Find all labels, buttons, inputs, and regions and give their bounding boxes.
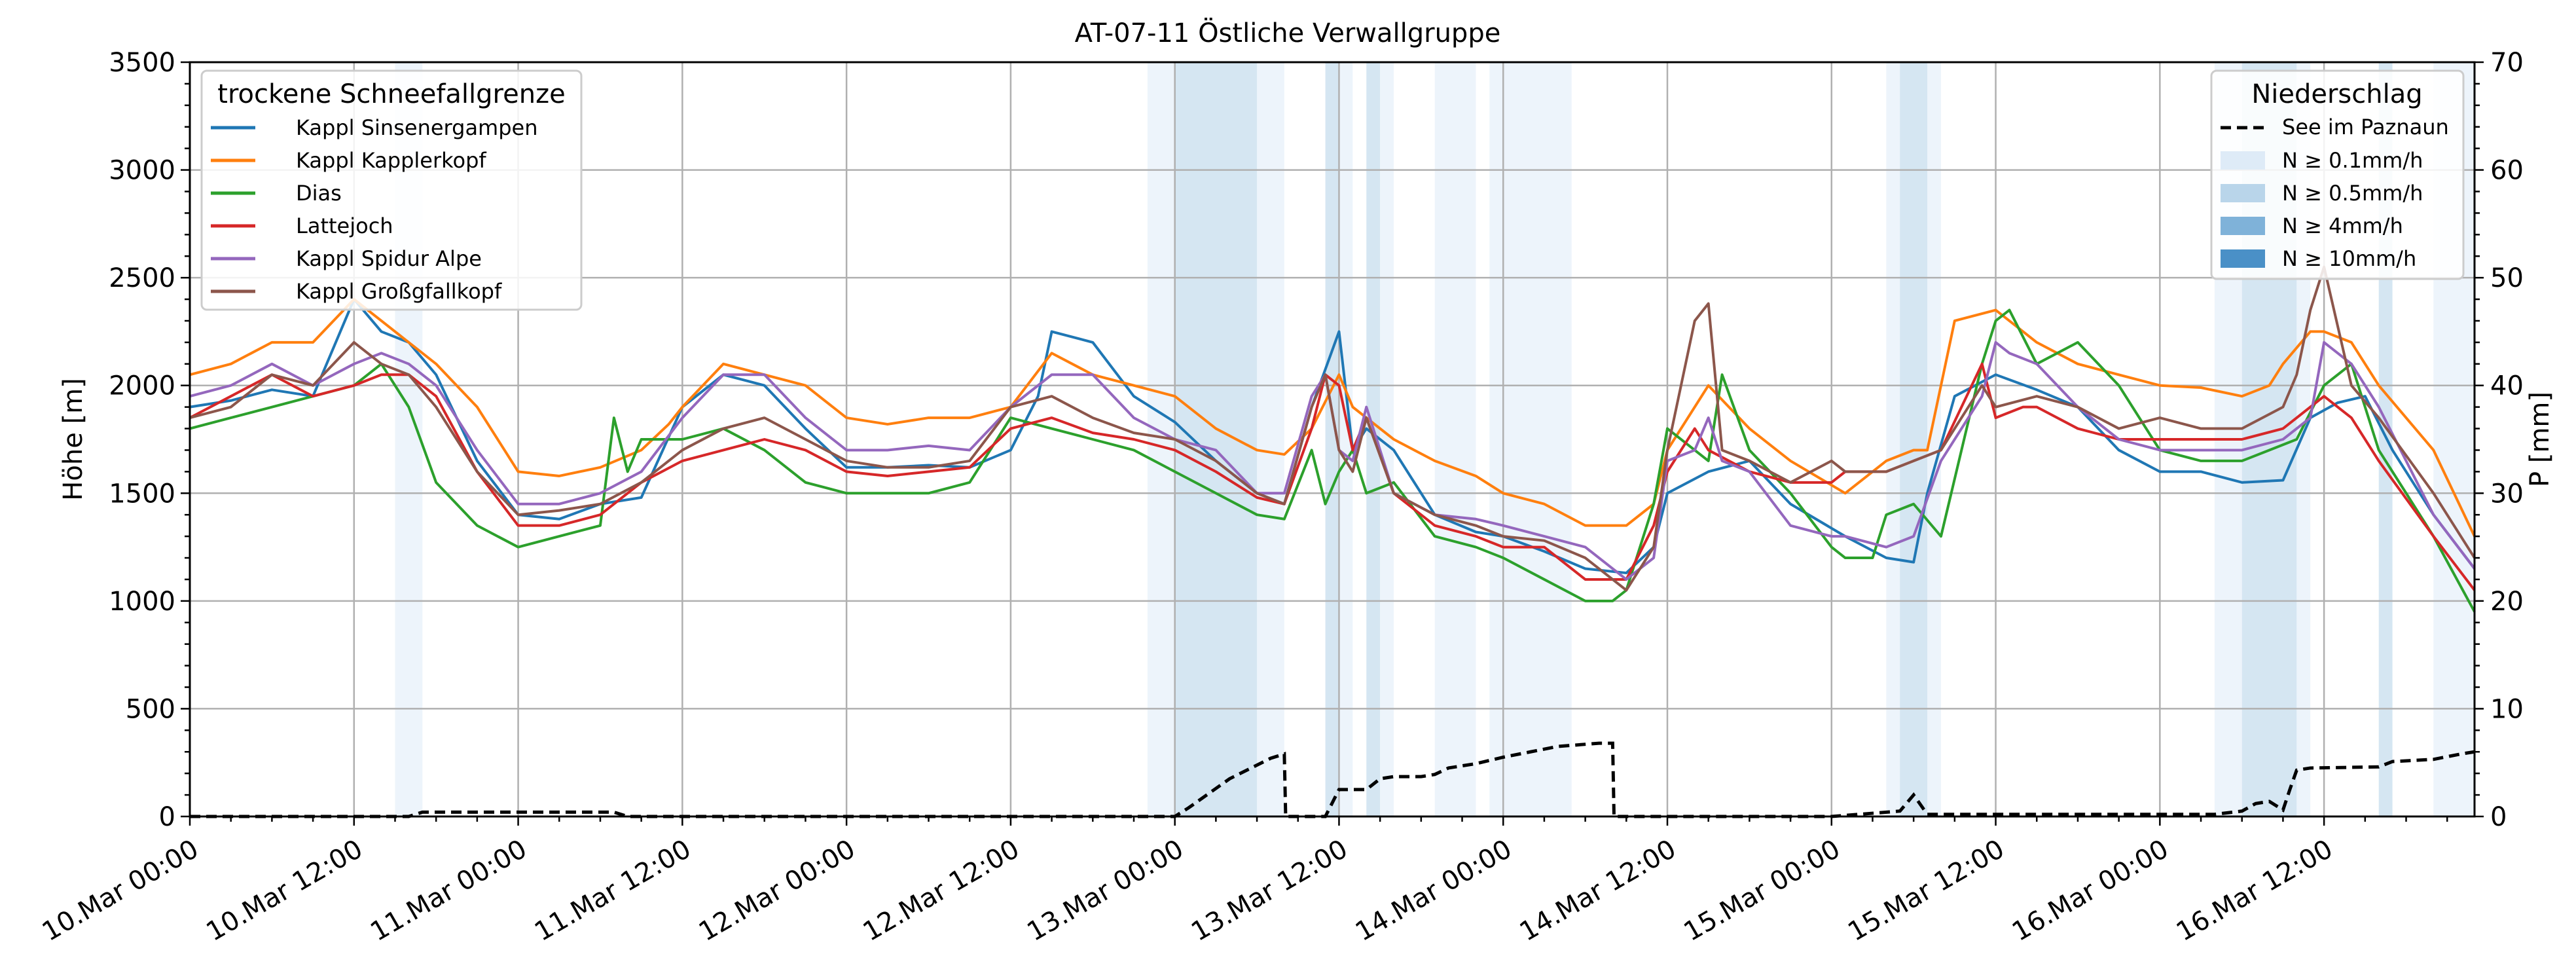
y-tick-label: 1500: [109, 479, 175, 509]
legend-left-label: Kappl Kapplerkopf: [296, 148, 486, 173]
legend-right-line-label: See im Paznaun: [2282, 115, 2449, 139]
y-tick-label: 0: [159, 802, 175, 832]
y2-tick-label: 0: [2490, 802, 2507, 832]
legend-left-label: Kappl Sinsenergampen: [296, 115, 538, 140]
y2-tick-label: 40: [2490, 371, 2524, 401]
legend-right-band-swatch: [2221, 151, 2265, 170]
legend-right-band-label: N ≥ 4mm/h: [2282, 213, 2403, 238]
precip-band: [1927, 62, 1941, 816]
y-axis-right: 0 10 20 30 40 50 60 70: [2475, 48, 2524, 832]
legend-right-title: Niederschlag: [2251, 79, 2422, 109]
series-line-kappl-gro-gfallkopf: [189, 265, 2476, 592]
series-line-dias: [189, 308, 2476, 613]
legend-right-band-items: N ≥ 0.1mm/h N ≥ 0.5mm/h N ≥ 4mm/h N ≥ 10mm/…: [2221, 148, 2423, 271]
precip-band: [1380, 62, 1394, 816]
y2-tick-label: 60: [2490, 156, 2524, 186]
legend-right-band-swatch: [2221, 184, 2265, 202]
precip-band: [1489, 62, 1572, 816]
y-tick-label: 3000: [109, 156, 175, 186]
legend-left-items: Kappl Sinsenergampen Kappl Kapplerkopf Dia…: [211, 115, 538, 304]
legend-right-band-label: N ≥ 0.5mm/h: [2282, 181, 2423, 206]
precip-band: [1434, 62, 1476, 816]
legend-left-label: Kappl Spidur Alpe: [296, 246, 482, 271]
series-layer: [189, 265, 2476, 613]
legend-left-label: Kappl Großgfallkopf: [296, 279, 502, 304]
y2-tick-label: 50: [2490, 263, 2524, 293]
precip-band: [1886, 62, 1900, 816]
y2-tick-label: 20: [2490, 587, 2524, 617]
plot-frame: [189, 61, 2476, 818]
y-tick-label: 2500: [109, 263, 175, 293]
y-tick-label: 500: [126, 694, 175, 724]
y-tick-label: 1000: [109, 587, 175, 617]
precip-band: [1174, 62, 1258, 816]
y2-tick-label: 30: [2490, 479, 2524, 509]
legend-left-label: Lattejoch: [296, 213, 393, 238]
precip-band: [1900, 62, 1928, 816]
legend-right: Niederschlag See im Paznaun N ≥ 0.1mm/hN…: [2210, 69, 2465, 280]
legend-right-band-swatch: [2221, 249, 2265, 268]
legend-right-band-label: N ≥ 0.1mm/h: [2282, 148, 2423, 173]
precip-line-see-im-paznaun: [190, 741, 2475, 818]
y-tick-label: 3500: [109, 48, 175, 78]
precip-band: [1257, 62, 1284, 816]
y2-axis-label: P [mm]: [2525, 392, 2555, 487]
y2-tick-label: 70: [2490, 48, 2524, 78]
precip-band: [1339, 62, 1353, 816]
legend-left-label: Dias: [296, 181, 342, 206]
precip-line-layer: [190, 741, 2475, 818]
legend-left-title: trockene Schneefallgrenze: [217, 79, 565, 109]
legend-right-band-label: N ≥ 10mm/h: [2282, 246, 2416, 271]
legend-right-band-swatch: [2221, 217, 2265, 235]
legend-left: trockene Schneefallgrenze Kappl Sinsener…: [200, 69, 583, 311]
legend-right-box: [2210, 69, 2465, 280]
chart-title: AT-07-11 Östliche Verwallgruppe: [1075, 17, 1501, 48]
legend-left-box: [200, 69, 583, 311]
y-axis-label: Höhe [m]: [58, 378, 88, 500]
precip-band: [1325, 62, 1339, 816]
y2-tick-label: 10: [2490, 694, 2524, 724]
series-line-kappl-kapplerkopf: [189, 298, 2476, 537]
y-tick-label: 2000: [109, 371, 175, 401]
y-axis-left: 0 500 1000 1500 2000 2500 3000 3500: [109, 48, 190, 832]
